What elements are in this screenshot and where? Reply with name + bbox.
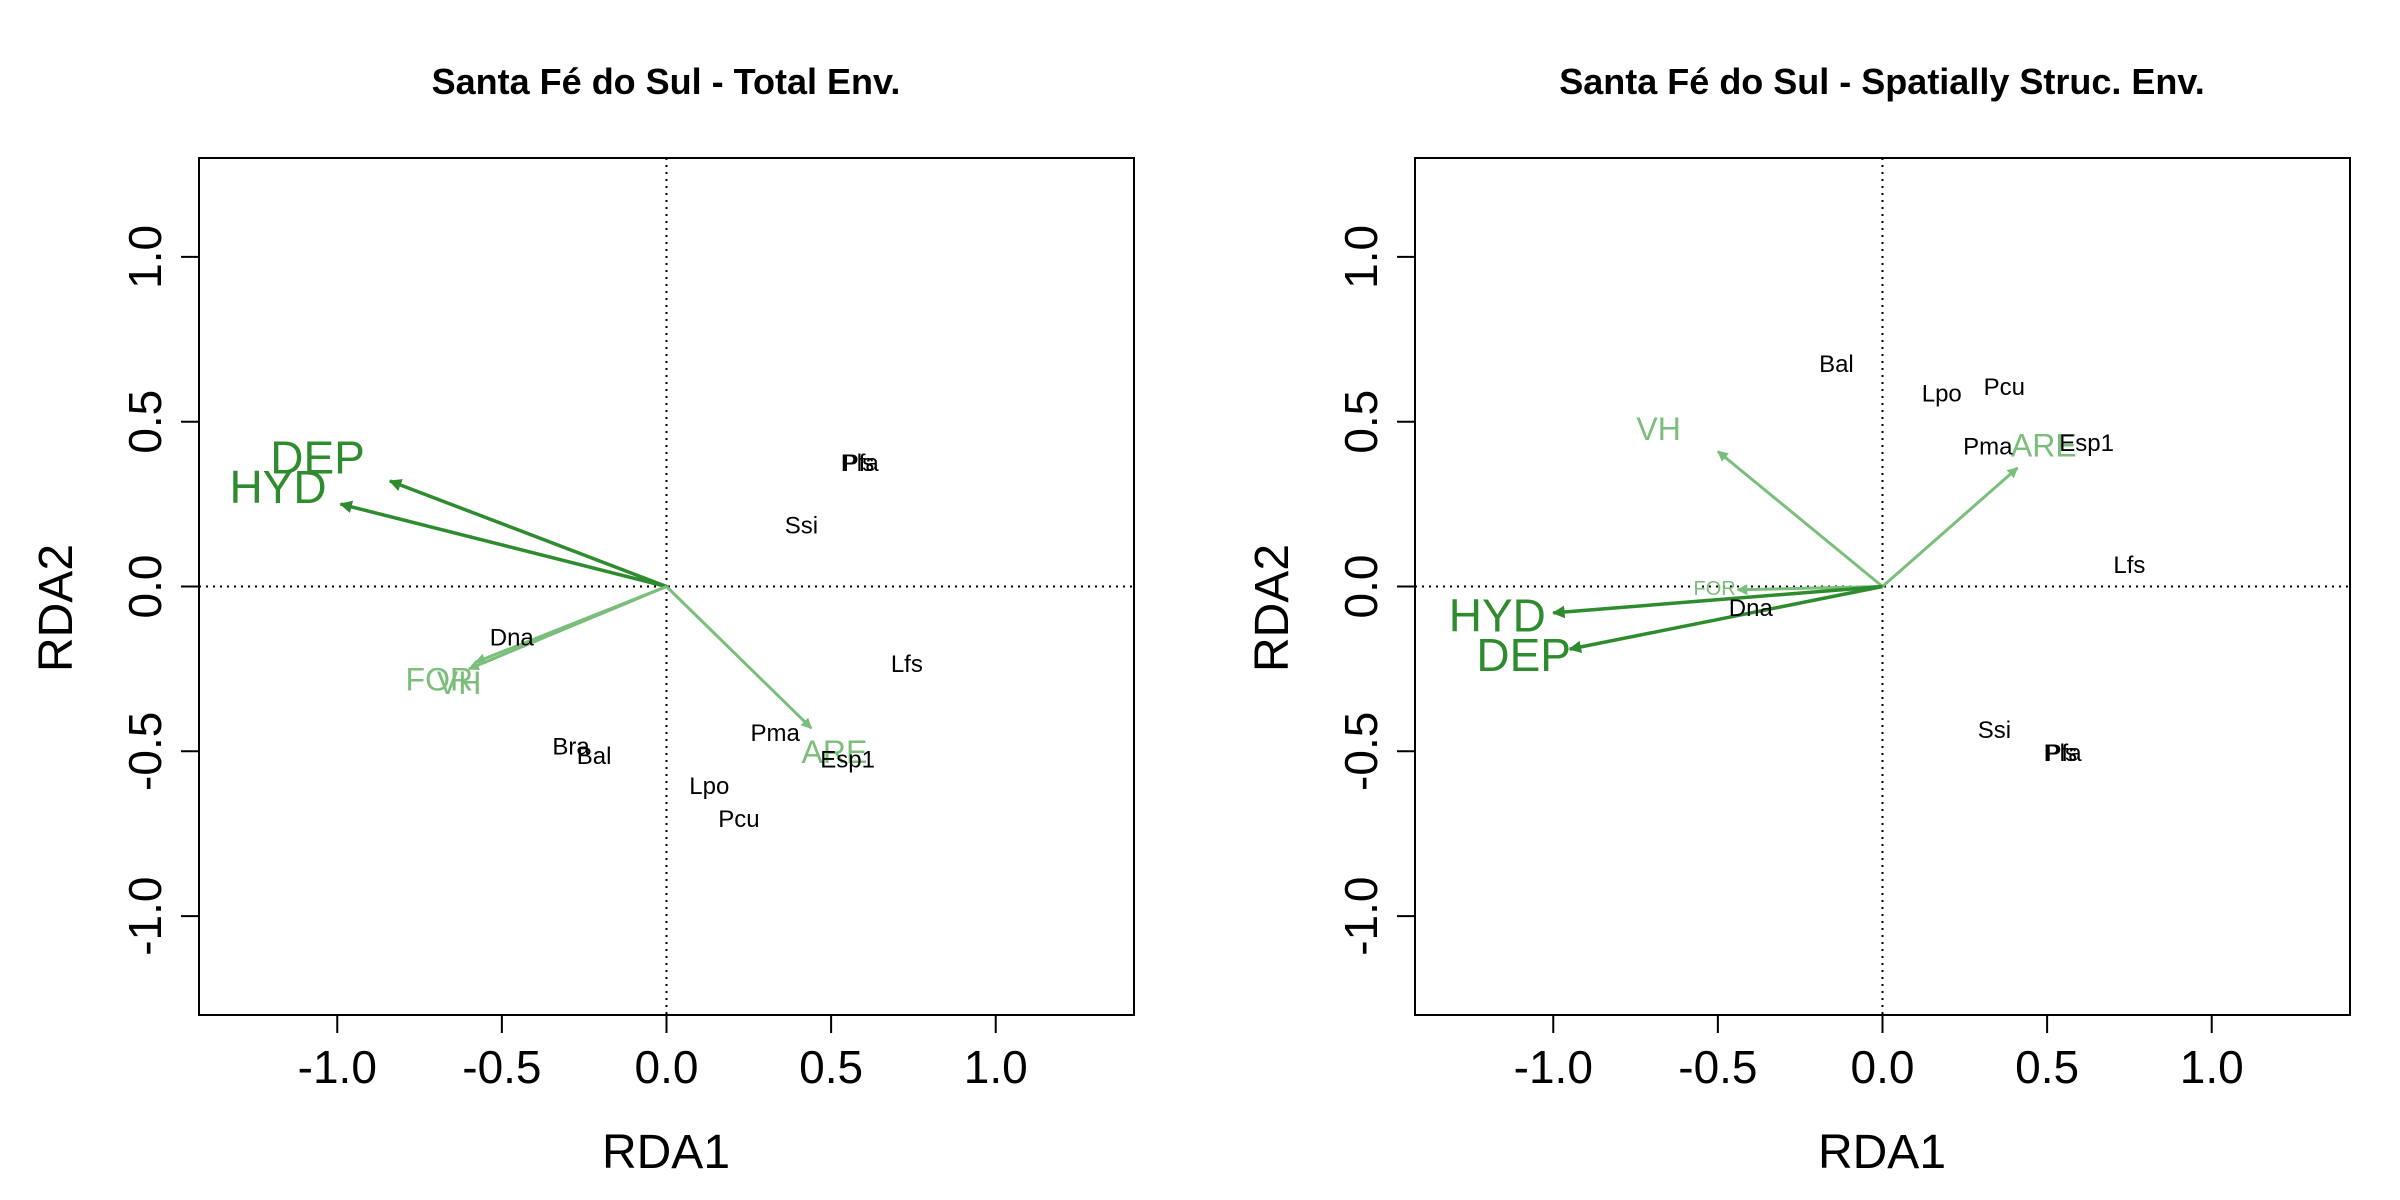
x-tick-label: 0.0 xyxy=(1851,1041,1915,1093)
y-tick-label: 0.0 xyxy=(1335,555,1387,619)
x-tick-label: -0.5 xyxy=(462,1041,541,1093)
env-vector-label-are: ARE xyxy=(2011,428,2077,464)
env-vector-arrow-dep xyxy=(1568,584,1883,654)
env-vector-arrow-hyd xyxy=(1552,584,1883,619)
plot-area: -1.0 -0.5 0.0 0.5 1.0 -1.0 -0.5 0.0 0.5 1.0 DEPHYD… xyxy=(119,158,1134,1093)
env-vector-label-for: FOR xyxy=(406,662,474,698)
species-label-lfs: Lfs xyxy=(891,651,923,678)
env-vector-arrow-are xyxy=(1881,466,2019,588)
species-label-bal: Bal xyxy=(1819,351,1854,378)
env-vector-label-vh: VH xyxy=(1636,411,1680,447)
y-axis-title: RDA2 xyxy=(1246,544,1299,672)
y-axis-title: RDA2 xyxy=(30,544,83,672)
species-label-ssi: Ssi xyxy=(1978,717,2011,744)
x-tick-label: 0.5 xyxy=(799,1041,863,1093)
env-vector-arrow-vh xyxy=(474,585,668,664)
env-vector-arrow-dep xyxy=(388,479,668,589)
y-tick-label: 1.0 xyxy=(1335,225,1387,289)
env-vector-arrow-are xyxy=(665,585,813,730)
species-label-pma: Pma xyxy=(1963,433,2013,460)
y-tick-label: -0.5 xyxy=(119,712,171,791)
x-axis-title: RDA1 xyxy=(602,1126,730,1179)
y-tick-label: 0.5 xyxy=(119,390,171,454)
env-vector-label-for: FOR xyxy=(1693,578,1735,600)
species-label-pfa: Pfa xyxy=(843,450,880,477)
species-label-pcu: Pcu xyxy=(718,806,759,833)
y-tick-label: -0.5 xyxy=(1335,712,1387,791)
env-vector-arrow-hyd xyxy=(339,500,667,589)
x-tick-label: -0.5 xyxy=(1678,1041,1757,1093)
species-label-pls: Pls xyxy=(841,450,874,477)
species-label-esp1: Esp1 xyxy=(820,747,875,774)
x-axis-title: RDA1 xyxy=(1818,1126,1946,1179)
species-label-pfa: Pfa xyxy=(2046,740,2083,767)
env-vector-label-hyd: HYD xyxy=(229,461,326,513)
species-label-bra: Bra xyxy=(552,733,590,760)
y-tick-label: -1.0 xyxy=(119,876,171,955)
panel-spatially-struc-env: Santa Fé do Sul - Spatially Struc. Env. … xyxy=(1246,61,2351,1179)
panel-total-env: Santa Fé do Sul - Total Env. RDA1 RDA2 -… xyxy=(30,61,1135,1179)
y-tick-label: -1.0 xyxy=(1335,876,1387,955)
env-vector-label-vh: VH xyxy=(437,665,481,701)
species-label-esp1: Esp1 xyxy=(2059,430,2114,457)
species-label-pma: Pma xyxy=(750,720,800,747)
env-vector-arrow-vh xyxy=(1716,450,1884,588)
species-label-dna: Dna xyxy=(1729,595,1774,622)
x-tick-label: 1.0 xyxy=(964,1041,1028,1093)
species-label-ssi: Ssi xyxy=(785,513,818,540)
species-label-pcu: Pcu xyxy=(1984,374,2025,401)
species-label-lpo: Lpo xyxy=(1922,381,1962,408)
y-tick-label: 0.5 xyxy=(1335,390,1387,454)
env-vector-label-dep: DEP xyxy=(1476,629,1571,681)
y-tick-label: 1.0 xyxy=(119,225,171,289)
x-tick-label: -1.0 xyxy=(298,1041,377,1093)
x-tick-label: 0.0 xyxy=(635,1041,699,1093)
panel-title: Santa Fé do Sul - Spatially Struc. Env. xyxy=(1559,61,2204,102)
species-label-pls: Pls xyxy=(2044,740,2077,767)
x-tick-label: 1.0 xyxy=(2180,1041,2244,1093)
y-tick-label: 0.0 xyxy=(119,555,171,619)
panel-title: Santa Fé do Sul - Total Env. xyxy=(432,61,901,102)
env-vector-label-are: ARE xyxy=(802,734,868,770)
species-label-lfs: Lfs xyxy=(2113,552,2145,579)
env-vector-label-dep: DEP xyxy=(270,431,365,483)
species-label-bal: Bal xyxy=(577,743,612,770)
env-vector-label-hyd: HYD xyxy=(1449,590,1546,642)
species-label-dna: Dna xyxy=(490,625,535,652)
x-tick-label: -1.0 xyxy=(1514,1041,1593,1093)
species-label-lpo: Lpo xyxy=(689,773,729,800)
x-tick-label: 0.5 xyxy=(2015,1041,2079,1093)
plot-area: -1.0 -0.5 0.0 0.5 1.0 -1.0 -0.5 0.0 0.5 1.0 VH ARE F… xyxy=(1335,158,2350,1093)
